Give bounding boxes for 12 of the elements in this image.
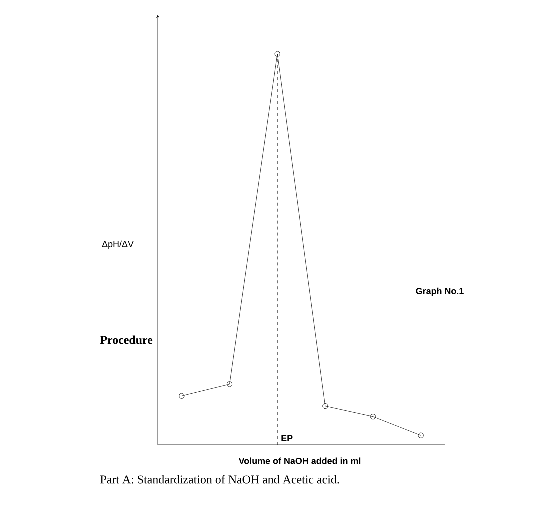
point [418, 432, 424, 438]
point [322, 404, 328, 410]
y-axis-title: ΔpH/ΔV [102, 240, 134, 250]
text: Part A: Standardization of NaOH and Acetic acid. [100, 475, 340, 484]
point [226, 382, 233, 388]
text: Procedure [100, 336, 153, 344]
annotation: Graph No.1 [416, 288, 464, 296]
point [370, 414, 376, 420]
annotation: EP [282, 435, 293, 442]
point [179, 393, 185, 399]
x-axis-title: Volume of NaOH added in ml [238, 458, 361, 464]
point [274, 51, 280, 57]
